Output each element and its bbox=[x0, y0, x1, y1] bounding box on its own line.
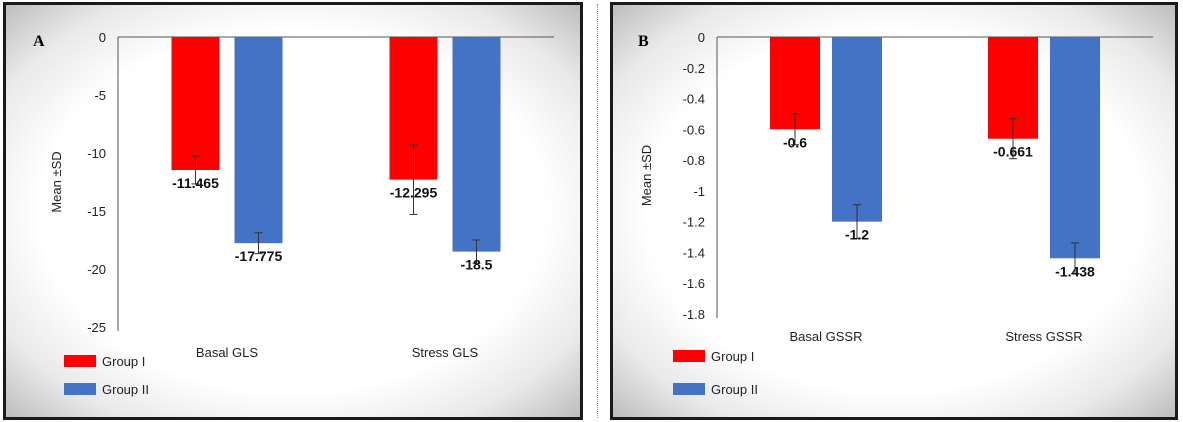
y-tick-label: -0.4 bbox=[683, 92, 705, 107]
legend-swatch bbox=[64, 383, 96, 395]
data-label: -18.5 bbox=[461, 257, 493, 273]
y-tick-label: -20 bbox=[87, 262, 106, 277]
chart-panel-b: B 0 -0.2 -0.4 -0.6 -0.8 -1 -1.2 -1.4 -1.6 -1.8 Mean… bbox=[610, 2, 1178, 420]
data-label: -17.775 bbox=[235, 248, 283, 264]
legend-swatch bbox=[673, 383, 705, 395]
bar bbox=[234, 37, 283, 244]
bar bbox=[832, 37, 882, 222]
data-label: -1.2 bbox=[845, 227, 869, 243]
y-tick-label: -1.2 bbox=[683, 215, 705, 230]
legend-swatch bbox=[64, 355, 96, 367]
bar bbox=[1050, 37, 1100, 259]
legend-swatch bbox=[673, 350, 705, 362]
legend-label: Group II bbox=[711, 382, 758, 397]
bar bbox=[452, 37, 501, 252]
y-tick-label: -15 bbox=[87, 204, 106, 219]
y-tick-label: -1.8 bbox=[683, 307, 705, 322]
chart-panel-a: A 0 -5 -10 -15 -20 -25 Mean ±SD Basal GLS -11.465… bbox=[3, 2, 583, 420]
y-tick-label: -1.4 bbox=[683, 245, 705, 260]
data-label: -11.465 bbox=[172, 175, 219, 191]
chart-b-svg: B 0 -0.2 -0.4 -0.6 -0.8 -1 -1.2 -1.4 -1.6 -1.8 Mean… bbox=[638, 30, 1153, 397]
data-label: -0.661 bbox=[993, 144, 1033, 160]
y-tick-label: 0 bbox=[698, 30, 705, 45]
category-label: Basal GSSR bbox=[790, 329, 863, 344]
y-axis-label: Mean ±SD bbox=[49, 151, 64, 212]
data-label: -0.6 bbox=[783, 134, 807, 150]
y-tick-label: -1 bbox=[693, 184, 705, 199]
panel-label: B bbox=[638, 33, 649, 50]
y-tick-label: -0.2 bbox=[683, 61, 705, 76]
y-tick-label: -25 bbox=[87, 320, 106, 335]
legend-label: Group I bbox=[711, 349, 754, 364]
y-tick-label: -10 bbox=[87, 146, 106, 161]
chart-a-svg: A 0 -5 -10 -15 -20 -25 Mean ±SD Basal GLS -11.465… bbox=[33, 30, 554, 397]
data-label: -12.295 bbox=[390, 185, 438, 201]
y-tick-label: 0 bbox=[99, 30, 106, 45]
legend-label: Group II bbox=[102, 382, 149, 397]
data-label: -1.438 bbox=[1055, 263, 1095, 279]
category-label: Stress GSSR bbox=[1005, 329, 1082, 344]
panel-label: A bbox=[33, 33, 45, 50]
category-label: Stress GLS bbox=[412, 345, 479, 360]
y-axis-label: Mean ±SD bbox=[639, 145, 654, 206]
legend-label: Group I bbox=[102, 354, 145, 369]
y-tick-label: -0.6 bbox=[683, 122, 705, 137]
y-tick-label: -0.8 bbox=[683, 153, 705, 168]
bar bbox=[171, 37, 220, 170]
y-tick-label: -5 bbox=[94, 88, 106, 103]
y-tick-label: -1.6 bbox=[683, 276, 705, 291]
category-label: Basal GLS bbox=[196, 345, 258, 360]
panel-divider bbox=[597, 4, 598, 418]
